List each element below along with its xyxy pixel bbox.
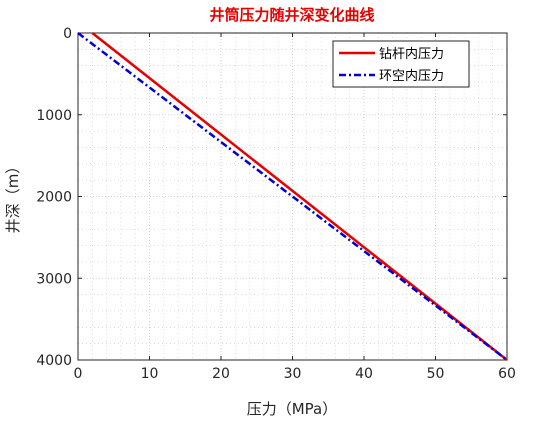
- x-tick-label: 40: [355, 366, 373, 382]
- axis-ticks: 0 10 20 30 40 50 60 0 1000 2000 3000 4000: [36, 26, 516, 382]
- x-tick-label: 50: [427, 366, 445, 382]
- y-tick-label: 2000: [36, 190, 72, 206]
- x-axis-label: 压力（MPa）: [247, 400, 338, 418]
- legend: 钻杆内压力 环空内压力: [332, 40, 470, 88]
- legend-label-annulus: 环空内压力: [379, 68, 444, 84]
- y-tick-label: 1000: [36, 108, 72, 124]
- legend-box: [332, 40, 470, 88]
- grid: [78, 33, 507, 360]
- x-tick-label: 20: [212, 366, 230, 382]
- y-tick-label: 3000: [36, 271, 72, 287]
- x-tick-label: 60: [498, 366, 516, 382]
- chart-title: 井筒压力随井深变化曲线: [209, 6, 374, 24]
- x-tick-label: 0: [74, 366, 83, 382]
- x-tick-label: 10: [141, 366, 159, 382]
- y-tick-label: 0: [63, 26, 72, 42]
- legend-label-drill-pipe: 钻杆内压力: [379, 46, 444, 62]
- x-tick-label: 30: [284, 366, 302, 382]
- y-tick-label: 4000: [36, 353, 72, 369]
- series-line-drill-pipe: [91, 32, 508, 361]
- y-axis-label: 井深（m）: [4, 159, 22, 234]
- series-lines: [77, 32, 508, 361]
